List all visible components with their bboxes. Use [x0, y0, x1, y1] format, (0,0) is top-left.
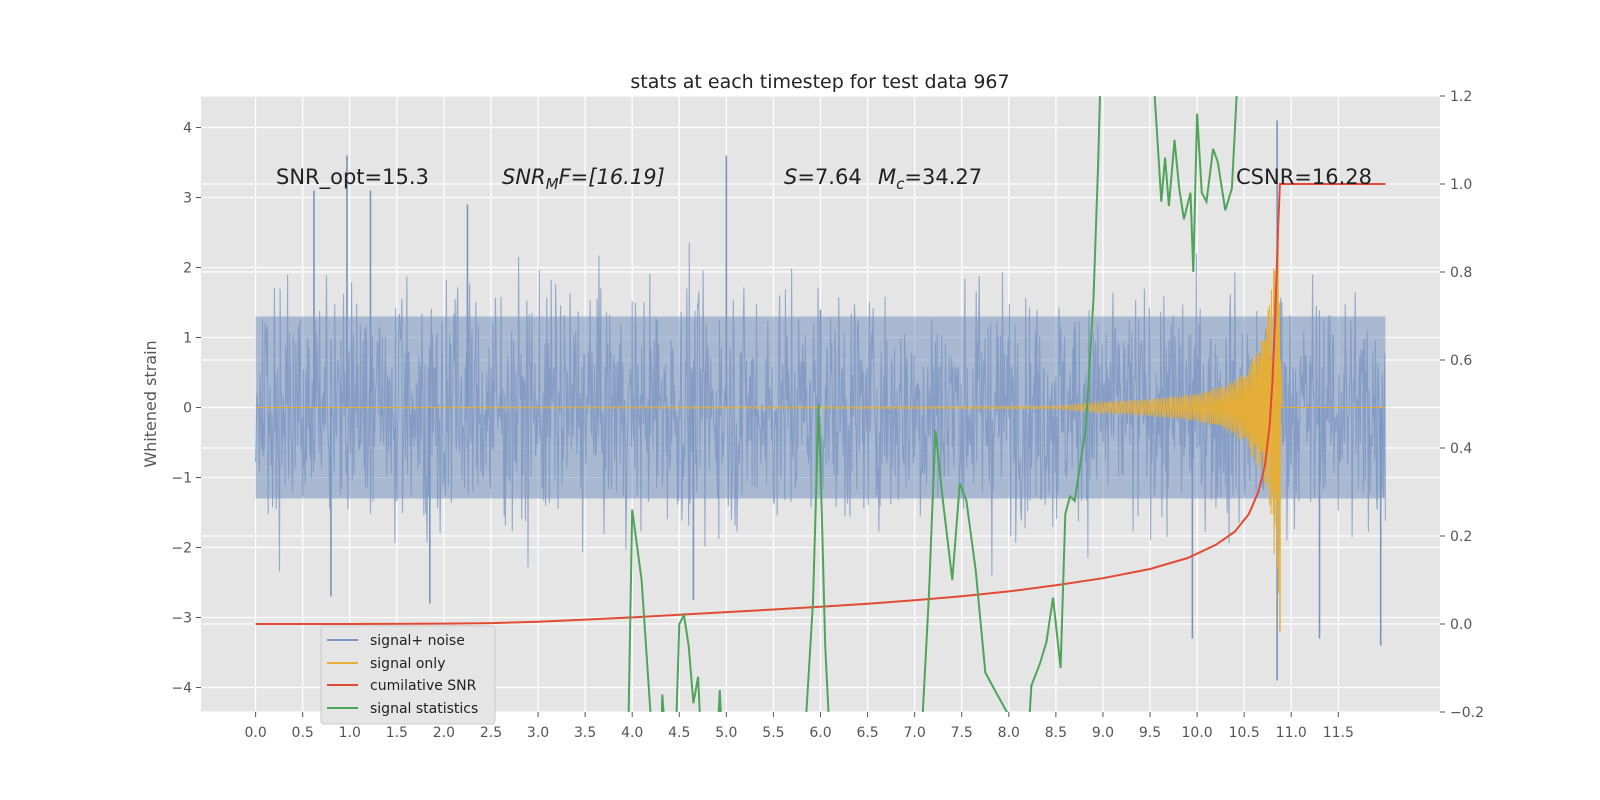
x-tick-label-3: 1.5 — [386, 725, 408, 741]
x-tick-label-14: 7.0 — [904, 725, 926, 741]
annotation-s: S=7.64 — [784, 165, 862, 189]
legend-label-signal-noise: signal+ noise — [370, 633, 465, 649]
signal-only-line — [255, 211, 1386, 594]
annotation-mc-subscript: c — [896, 175, 905, 193]
annotation-mc-value: =34.27 — [904, 165, 982, 189]
annotation-snr-mf-symbol: SNR — [502, 165, 546, 189]
y-tick-label-5: 1 — [183, 331, 192, 347]
legend-label-cumilative-snr: cumilative SNR — [370, 678, 477, 694]
x-tick-label-18: 9.0 — [1092, 725, 1114, 741]
y2-tick-label-5: 0.8 — [1450, 265, 1472, 281]
x-tick-label-9: 4.5 — [668, 725, 690, 741]
annotation-snr-mf-value: F=[16.19] — [559, 165, 665, 189]
axis-ticks: 0.0 0.5 1.0 1.5 2.0 2.5 3.0 3.5 4.0 4.5 5.0 5.5 6.0 6… — [171, 89, 1484, 741]
y-tick-label-4: 0 — [183, 401, 192, 417]
y2-tick-label-0: −0.2 — [1450, 705, 1484, 721]
y-tick-label-1: −3 — [171, 611, 192, 627]
annotation-csnr: CSNR=16.28 — [1236, 165, 1372, 189]
x-tick-label-10: 5.0 — [715, 725, 737, 741]
x-tick-label-13: 6.5 — [856, 725, 878, 741]
annotation-s-value: =7.64 — [797, 165, 861, 189]
x-tick-label-8: 4.0 — [621, 725, 643, 741]
x-tick-label-5: 2.5 — [480, 725, 502, 741]
series-cumilative-snr — [255, 183, 1386, 625]
x-tick-label-20: 10.0 — [1182, 725, 1213, 741]
x-tick-label-17: 8.5 — [1045, 725, 1067, 741]
x-tick-label-11: 5.5 — [762, 725, 784, 741]
x-tick-label-0: 0.0 — [244, 725, 266, 741]
x-tick-label-23: 11.5 — [1323, 725, 1354, 741]
annotation-snr-opt: SNR_opt=15.3 — [276, 165, 429, 190]
x-tick-label-22: 11.0 — [1276, 725, 1307, 741]
y-tick-label-6: 2 — [183, 261, 192, 277]
legend-box — [320, 625, 496, 725]
cumilative-snr-line — [255, 183, 1386, 625]
legend-label-signal-statistics: signal statistics — [370, 701, 478, 717]
x-tick-label-19: 9.5 — [1139, 725, 1161, 741]
x-tick-label-16: 8.0 — [998, 725, 1020, 741]
annotation-snr-mf-subscript: M — [546, 175, 559, 193]
series-signal-statistics — [627, 96, 1238, 712]
chart-title: stats at each timestep for test data 967 — [630, 71, 1009, 93]
y-tick-label-8: 4 — [183, 121, 192, 137]
y-tick-label-7: 3 — [183, 191, 192, 207]
annotation-s-symbol: S — [784, 165, 797, 189]
y-tick-label-2: −2 — [171, 541, 192, 557]
series-signal-only — [255, 211, 1386, 632]
legend: signal+ noise signal only cumilative SNR… — [320, 625, 496, 725]
annotation-mc: Mc=34.27 — [878, 165, 982, 193]
x-tick-label-4: 2.0 — [433, 725, 455, 741]
y-axis-label: Whitened strain — [141, 340, 160, 467]
x-tick-label-2: 1.0 — [339, 725, 361, 741]
annotation-snr-mf: SNRMF=[16.19] — [502, 165, 665, 193]
y2-tick-label-2: 0.2 — [1450, 529, 1472, 545]
x-tick-label-6: 3.0 — [527, 725, 549, 741]
y2-tick-label-4: 0.6 — [1450, 353, 1472, 369]
annotation-mc-symbol: M — [878, 165, 896, 189]
x-tick-label-21: 10.5 — [1229, 725, 1260, 741]
y2-tick-label-1: 0.0 — [1450, 617, 1472, 633]
signal-statistics-line — [627, 96, 1238, 712]
x-tick-label-15: 7.5 — [951, 725, 973, 741]
x-tick-label-1: 0.5 — [292, 725, 314, 741]
y2-tick-label-6: 1.0 — [1450, 177, 1472, 193]
y2-tick-label-7: 1.2 — [1450, 89, 1472, 105]
x-tick-label-7: 3.5 — [574, 725, 596, 741]
x-tick-label-12: 6.0 — [809, 725, 831, 741]
y2-tick-label-3: 0.4 — [1450, 441, 1472, 457]
y-tick-label-0: −4 — [171, 681, 192, 697]
legend-label-signal-only: signal only — [370, 656, 445, 672]
y-tick-label-3: −1 — [171, 471, 192, 487]
